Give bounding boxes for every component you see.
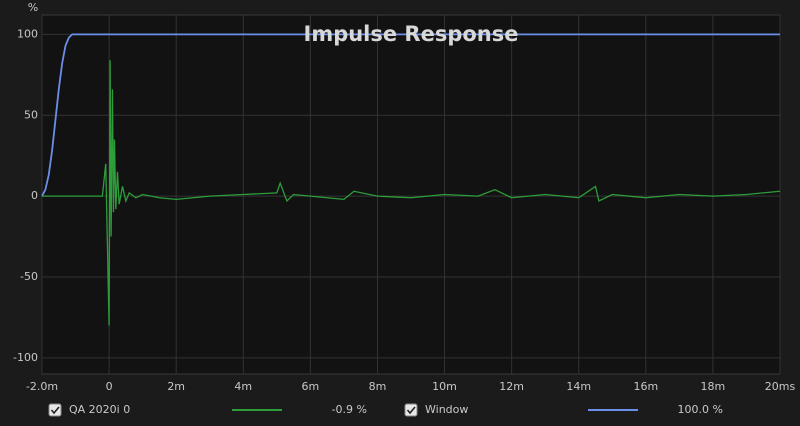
series-line — [42, 60, 781, 326]
x-tick-label: 20ms — [765, 380, 796, 393]
legend-checkmark — [406, 406, 416, 415]
x-tick-label: 6m — [302, 380, 320, 393]
legend-readout: -0.9 % — [332, 403, 367, 416]
legend-label: Window — [425, 403, 468, 416]
x-tick-label: 16m — [633, 380, 658, 393]
y-tick-label: 0 — [31, 189, 38, 202]
legend-checkmark — [50, 406, 60, 415]
y-tick-label: -50 — [20, 270, 38, 283]
x-tick-label: -2.0m — [26, 380, 58, 393]
y-tick-label: 50 — [24, 108, 38, 121]
plot-area — [41, 14, 781, 375]
x-tick-label: 14m — [566, 380, 591, 393]
legend-readout: 100.0 % — [678, 403, 723, 416]
y-tick-label: 100 — [17, 27, 38, 40]
x-tick-label: 8m — [369, 380, 387, 393]
x-tick-label: 0 — [106, 380, 113, 393]
x-tick-label: 4m — [234, 380, 252, 393]
x-tick-label: 2m — [167, 380, 185, 393]
x-tick-label: 18m — [701, 380, 726, 393]
legend-checkbox[interactable] — [404, 403, 418, 417]
x-tick-label: 10m — [432, 380, 457, 393]
legend-label: QA 2020i 0 — [69, 403, 130, 416]
y-tick-label: -100 — [13, 351, 38, 364]
legend-checkbox[interactable] — [48, 403, 62, 417]
x-tick-label: 12m — [499, 380, 524, 393]
chart-title: Impulse Response — [304, 22, 519, 46]
y-axis-label: % — [28, 1, 38, 14]
series-line — [41, 33, 780, 197]
